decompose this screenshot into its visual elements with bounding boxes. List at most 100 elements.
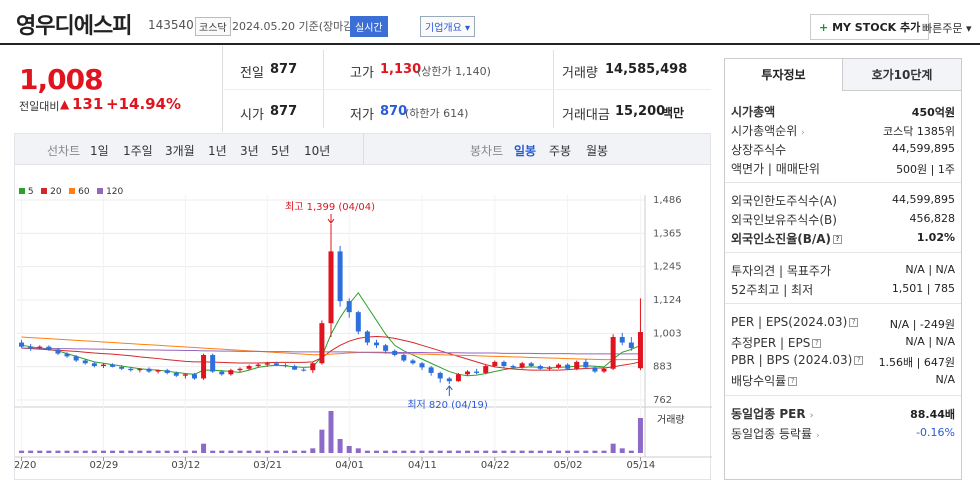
x-tick-label: 05/02 (554, 460, 583, 471)
help-icon[interactable]: ? (854, 356, 864, 365)
candle-body (146, 368, 152, 372)
period-3y[interactable]: 3년 (240, 144, 259, 158)
candle-body (637, 332, 643, 369)
candle-body (383, 345, 389, 351)
volume-bar (328, 411, 334, 453)
industry-change-text: 동일업종 등락률 (731, 427, 813, 441)
foreign-hold-value: 456,828 (909, 212, 956, 225)
candle-body (46, 346, 52, 350)
period-10y[interactable]: 10년 (304, 144, 331, 158)
low-arrowhead-icon (445, 385, 453, 391)
volume-bar (583, 450, 589, 453)
candle-body (264, 363, 270, 365)
volume-bar (419, 450, 425, 453)
volume-bar (282, 450, 288, 453)
volume-bar (264, 450, 270, 453)
y-tick-label: 1,245 (653, 262, 682, 273)
volume-bar (428, 450, 434, 453)
help-icon[interactable]: ? (833, 235, 843, 244)
candle-body (492, 361, 498, 367)
volume-bar (601, 450, 607, 453)
candle-body (556, 364, 562, 368)
mystock-add-button[interactable]: + MY STOCK 추가 (810, 14, 930, 40)
candle-daily[interactable]: 일봉 (514, 144, 537, 158)
company-info-button[interactable]: 기업개요 ▾ (420, 16, 476, 37)
legend-label: 60 (78, 187, 90, 197)
candle-body (246, 366, 252, 369)
tab-investment-info[interactable]: 투자정보 (725, 59, 843, 91)
industry-change-label[interactable]: 동일업종 등락률 › (731, 425, 820, 442)
candle-weekly[interactable]: 주봉 (549, 144, 572, 158)
volume-bar (510, 450, 516, 453)
prev-close-label: 전일 (240, 66, 264, 81)
volume-bar (228, 450, 234, 453)
volume-label: 거래량 (562, 66, 598, 81)
candle-body (255, 364, 261, 367)
candle-body (355, 312, 361, 332)
per-label-text: PER | EPS(2024.03) (731, 315, 848, 329)
candle-body (155, 370, 161, 372)
tab-order-book[interactable]: 호가10단계 (843, 59, 961, 91)
industry-per-label[interactable]: 동일업종 PER › (731, 405, 813, 422)
period-1w[interactable]: 1주일 (123, 144, 153, 158)
candle-body (519, 363, 525, 368)
open-value: 877 (270, 104, 298, 119)
period-5y[interactable]: 5년 (271, 144, 290, 158)
quick-order-button[interactable]: 빠른주문 ▾ (922, 20, 972, 36)
help-icon[interactable]: ? (788, 377, 798, 386)
industry-change-value: -0.16% (916, 426, 955, 439)
legend-swatch (41, 188, 48, 194)
volume-bar (73, 450, 79, 453)
volume-bar (546, 450, 552, 453)
pbr-label-text: PBR | BPS (2024.03) (731, 353, 853, 367)
candle-body (128, 368, 134, 371)
volume-bar (201, 443, 207, 453)
candle-body (546, 367, 552, 369)
volume-bar (292, 450, 298, 453)
help-icon[interactable]: ? (812, 339, 822, 348)
candle-body (37, 346, 43, 349)
period-3m[interactable]: 3개월 (165, 144, 195, 158)
foreign-ratio-label: 외국인소진율(B/A)? (731, 230, 843, 247)
candle-body (82, 360, 88, 364)
market-cap-rank-label[interactable]: 시가총액순위 › (731, 122, 805, 139)
opinion-value: N/A | N/A (905, 263, 955, 276)
change-label: 전일대비 (19, 100, 60, 113)
period-1d[interactable]: 1일 (90, 144, 109, 158)
candle-body (364, 331, 370, 343)
chart-legend: 5 20 60 120 (19, 183, 123, 197)
help-icon[interactable]: ? (849, 318, 859, 327)
candle-body (401, 354, 407, 361)
volume-bar (273, 450, 279, 453)
x-tick-label: 05/14 (626, 460, 655, 471)
volume-value: 14,585,498 (605, 62, 688, 77)
legend-swatch (69, 188, 76, 194)
week52-label: 52주최고 | 최저 (731, 283, 814, 297)
chevron-right-icon: › (815, 431, 820, 441)
y-tick-label: 1,486 (653, 195, 682, 206)
legend-label: 5 (27, 187, 34, 197)
per-label: PER | EPS(2024.03)? (731, 315, 859, 329)
candle-body (164, 370, 170, 373)
volume-bar (37, 450, 43, 453)
period-1y[interactable]: 1년 (208, 144, 227, 158)
candlestick-chart[interactable]: 5 20 60 120 1,486 1,365 1,245 1,124 1,003 883… (14, 165, 712, 480)
per-value: N/A | -249원 (889, 318, 955, 331)
open-label: 시가 (240, 108, 264, 123)
volume-bar (537, 450, 543, 453)
realtime-button[interactable]: 실시간 (350, 16, 388, 37)
volume-bar (455, 450, 461, 453)
amount-unit: 백만 (662, 106, 685, 120)
candle-body (619, 337, 625, 343)
volume-bar (346, 446, 352, 453)
investment-info-panel: 투자정보 호가10단계 시가총액 450억원 시가총액순위 › 코스닥 1385… (724, 58, 962, 480)
chevron-down-icon: ▾ (465, 23, 471, 34)
volume-bar (55, 450, 61, 453)
candle-monthly[interactable]: 월봉 (586, 144, 609, 158)
volume-bar (28, 450, 34, 453)
volume-bar (401, 450, 407, 453)
x-tick-label: 04/01 (335, 460, 364, 471)
volume-bar (610, 443, 616, 453)
volume-bar (364, 450, 370, 453)
candle-body (301, 369, 307, 371)
